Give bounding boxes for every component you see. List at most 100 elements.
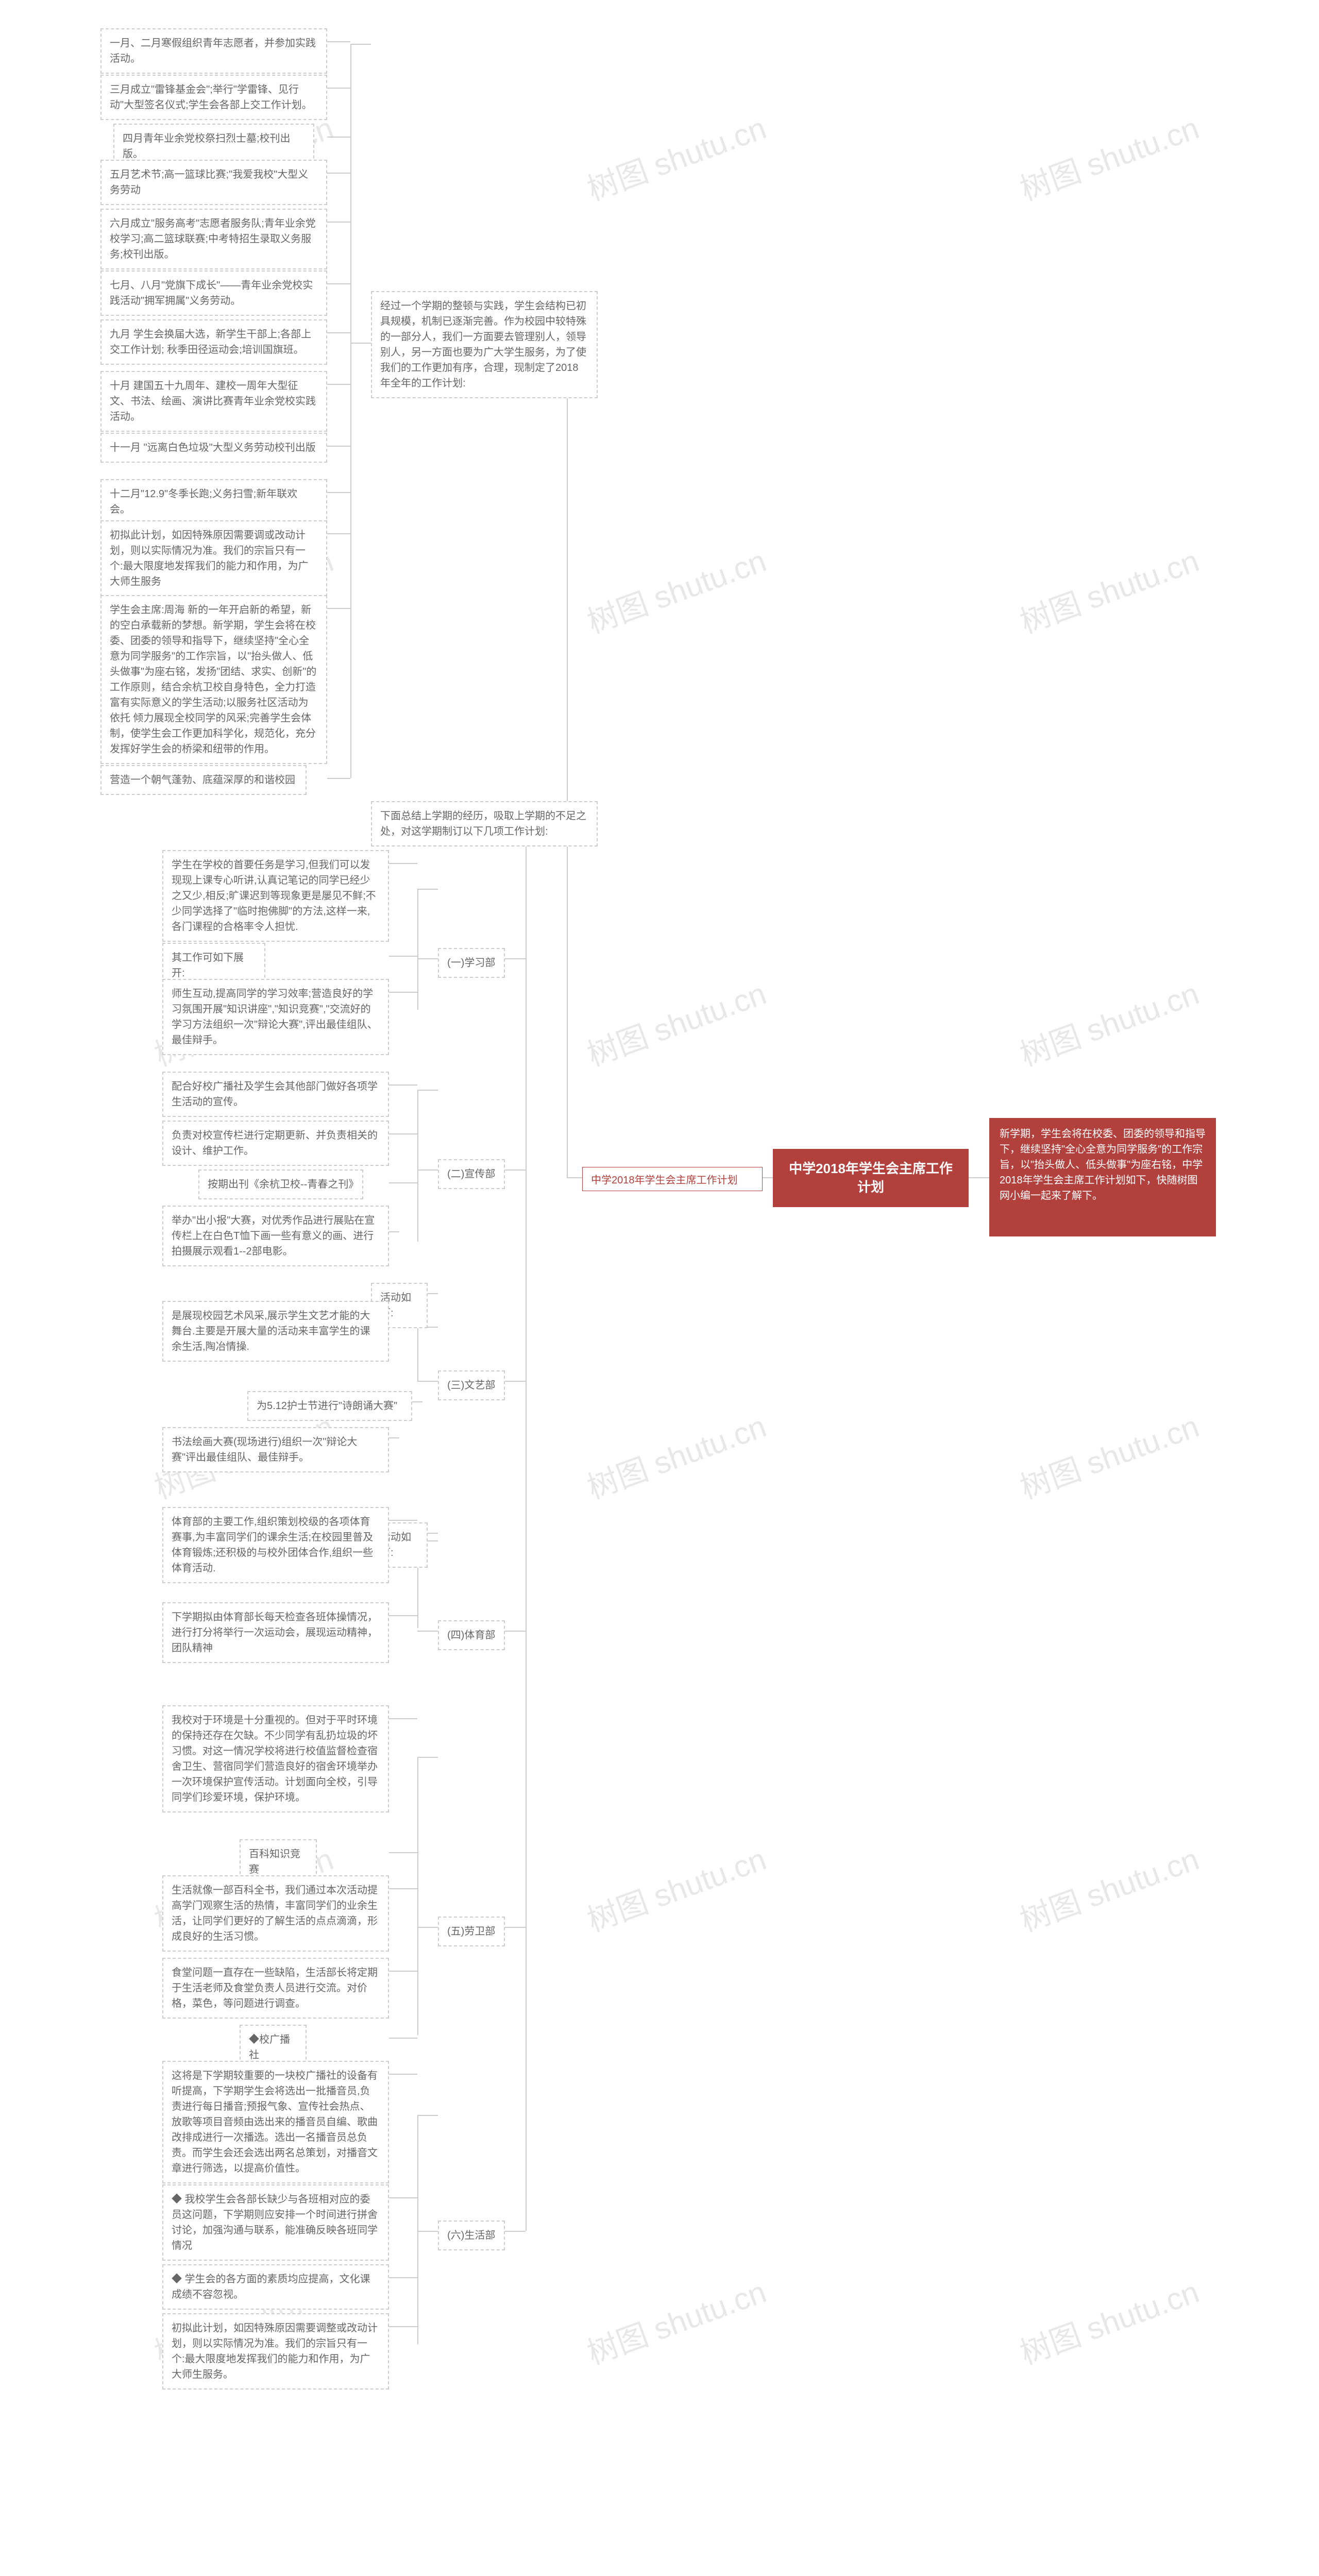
- connector: [969, 1177, 989, 1178]
- pubItems-item: 负责对校宣传栏进行定期更新、并负责相关的设计、维护工作。: [162, 1121, 389, 1166]
- laborItems-item: 生活就像一部百科全书，我们通过本次活动提高学门观察生活的热情，丰富同学们的业余生…: [162, 1875, 389, 1952]
- connector: [327, 492, 350, 493]
- root-title: 中学2018年学生会主席工作计划: [773, 1149, 969, 1207]
- lower-intro-node: 下面总结上学期的经历，吸取上学期的不足之处，对这学期制订以下几项工作计划:: [371, 801, 598, 846]
- lifeItems-item: ◆ 学生会的各方面的素质均应提高，文化课成绩不容忽视。: [162, 2264, 389, 2310]
- connector: [567, 1177, 582, 1178]
- connector: [389, 2038, 417, 2039]
- connector: [417, 1631, 438, 1632]
- watermark: 树图 shutu.cn: [580, 1401, 771, 1507]
- connector: [389, 863, 417, 864]
- pubItems-item: 配合好校广播社及学生会其他部门做好各项学生活动的宣传。: [162, 1072, 389, 1117]
- studyItems-item: 学生在学校的首要任务是学习,但我们可以发现现上课专心听讲,认真记笔记的同学已经少…: [162, 850, 389, 942]
- connector: [417, 1327, 418, 1381]
- watermark: 树图 shutu.cn: [1013, 1834, 1204, 1940]
- connector: [327, 88, 350, 89]
- connector: [327, 446, 350, 447]
- connector: [417, 1090, 418, 1242]
- artItems-item: 书法绘画大赛(现场进行)组织一次"辩论大赛"评出最佳组队、最佳辩手。: [162, 1427, 389, 1472]
- connector: [389, 1133, 417, 1134]
- section-label: (五)劳卫部: [438, 1917, 505, 1946]
- lifeItems-item: 初拟此计划，如因特殊原因需要调整或改动计划，则以实际情况为准。我们的宗旨只有一个…: [162, 2313, 389, 2389]
- connector: [327, 778, 350, 779]
- sportItems-item: 下学期拟由体育部长每天检查各班体操情况，进行打分将举行一次运动会，展现运动精神，…: [162, 1602, 389, 1663]
- connector: [389, 1520, 417, 1521]
- summary-node: 新学期，学生会将在校委、团委的领导和指导下，继续坚持"全心全意为同学服务"的工作…: [989, 1118, 1216, 1236]
- connector: [327, 332, 350, 333]
- connector: [327, 533, 350, 534]
- month-item: 三月成立"雷锋基金会";举行"学雷锋、见行动"大型签名仪式;学生会各部上交工作计…: [100, 75, 327, 120]
- connector: [389, 2074, 417, 2075]
- connector: [389, 2197, 417, 2198]
- month-item: 初拟此计划，如因特殊原因需要调或改动计划，则以实际情况为准。我们的宗旨只有一个:…: [100, 520, 327, 597]
- connector: [389, 1852, 417, 1853]
- connector: [505, 1170, 526, 1171]
- connector: [417, 2115, 438, 2116]
- connector: [389, 1615, 417, 1616]
- connector: [417, 1170, 438, 1171]
- connector: [417, 889, 418, 1010]
- connector: [350, 44, 371, 45]
- connector: [327, 41, 350, 42]
- connector: [417, 2115, 418, 2344]
- breadcrumb-node: 中学2018年学生会主席工作计划: [582, 1167, 763, 1191]
- watermark: 树图 shutu.cn: [580, 2267, 771, 2373]
- connector: [389, 2326, 417, 2327]
- connector: [389, 2277, 417, 2278]
- connector: [417, 1757, 418, 2035]
- intro-node: 经过一个学期的整顿与实践，学生会结构已初具规模，机制已逐渐完善。作为校园中较特殊…: [371, 291, 598, 398]
- month-item: 五月艺术节;高一篮球比赛;"我爱我校"大型义务劳动: [100, 160, 327, 205]
- month-item: 学生会主席:周海 新的一年开启新的希望，新的空白承载新的梦想。新学期，学生会将在…: [100, 595, 327, 764]
- watermark: 树图 shutu.cn: [1013, 969, 1204, 1075]
- section-label: (二)宣传部: [438, 1159, 505, 1189]
- month-item: 十一月 "远离白色垃圾"大型义务劳动校刊出版: [100, 433, 327, 463]
- connector: [389, 1718, 417, 1719]
- sportItems-item: 体育部的主要工作,组织策划校级的各项体育赛事,为丰富同学们的课余生活;在校园里普…: [162, 1507, 389, 1583]
- connector: [327, 137, 350, 138]
- section-label: (一)学习部: [438, 948, 505, 978]
- connector: [389, 1182, 417, 1183]
- laborItems-item: 我校对于环境是十分重视的。但对于平时环境的保持还存在欠缺。不少同学有乱扔垃圾的坏…: [162, 1705, 389, 1812]
- section-label: (六)生活部: [438, 2221, 505, 2250]
- month-item: 七月、八月"党旗下成长"——青年业余党校实践活动"拥军拥属"义务劳动。: [100, 270, 327, 316]
- connector: [412, 1401, 422, 1402]
- connector: [417, 958, 438, 959]
- watermark: 树图 shutu.cn: [580, 536, 771, 642]
- connector: [505, 1631, 526, 1632]
- connector: [327, 283, 350, 284]
- connector: [327, 173, 350, 174]
- connector: [417, 1757, 438, 1758]
- connector: [417, 1381, 438, 1382]
- connector: [327, 608, 350, 609]
- connector: [389, 1971, 417, 1972]
- connector: [389, 1084, 417, 1086]
- connector: [389, 956, 417, 957]
- watermark: 树图 shutu.cn: [580, 969, 771, 1075]
- month-item: 营造一个朝气蓬勃、底蕴深厚的和谐校园: [100, 765, 307, 795]
- month-item: 九月 学生会换届大选，新学生干部上;各部上交工作计划; 秋季田径运动会;培训国旗…: [100, 319, 327, 365]
- pubItems-item: 按期出刊《余杭卫校--青春之刊》: [198, 1170, 363, 1199]
- connector: [327, 384, 350, 385]
- watermark: 树图 shutu.cn: [1013, 536, 1204, 642]
- connector: [389, 1437, 399, 1438]
- connector: [763, 1177, 773, 1178]
- connector: [428, 1293, 438, 1294]
- connector: [417, 889, 438, 890]
- studyItems-item: 师生互动,提高同学的学习效率;营造良好的学习氛围开展"知识讲座","知识竞赛",…: [162, 979, 389, 1055]
- watermark: 树图 shutu.cn: [1013, 2267, 1204, 2373]
- connector: [389, 1231, 399, 1232]
- connector: [526, 819, 527, 2231]
- section-label: (四)体育部: [438, 1620, 505, 1650]
- connector: [505, 1927, 526, 1928]
- laborItems-item: 食堂问题一直存在一些缺陷，生活部长将定期于生活老师及食堂负责人员进行交流。对价格…: [162, 1958, 389, 2019]
- connector: [327, 222, 350, 223]
- watermark: 树图 shutu.cn: [1013, 103, 1204, 209]
- connector: [350, 343, 371, 344]
- pubItems-item: 举办"出小报"大赛，对优秀作品进行展贴在宣传栏上在白色T恤下画一些有意义的画、进…: [162, 1206, 389, 1266]
- connector: [350, 44, 351, 778]
- artItems-item: 是展现校园艺术风采,展示学生文艺才能的大舞台.主要是开展大量的活动来丰富学生的课…: [162, 1301, 389, 1362]
- connector: [417, 2231, 438, 2232]
- month-item: 一月、二月寒假组织青年志愿者，并参加实践活动。: [100, 28, 327, 74]
- connector: [505, 1381, 526, 1382]
- section-label: (三)文艺部: [438, 1370, 505, 1400]
